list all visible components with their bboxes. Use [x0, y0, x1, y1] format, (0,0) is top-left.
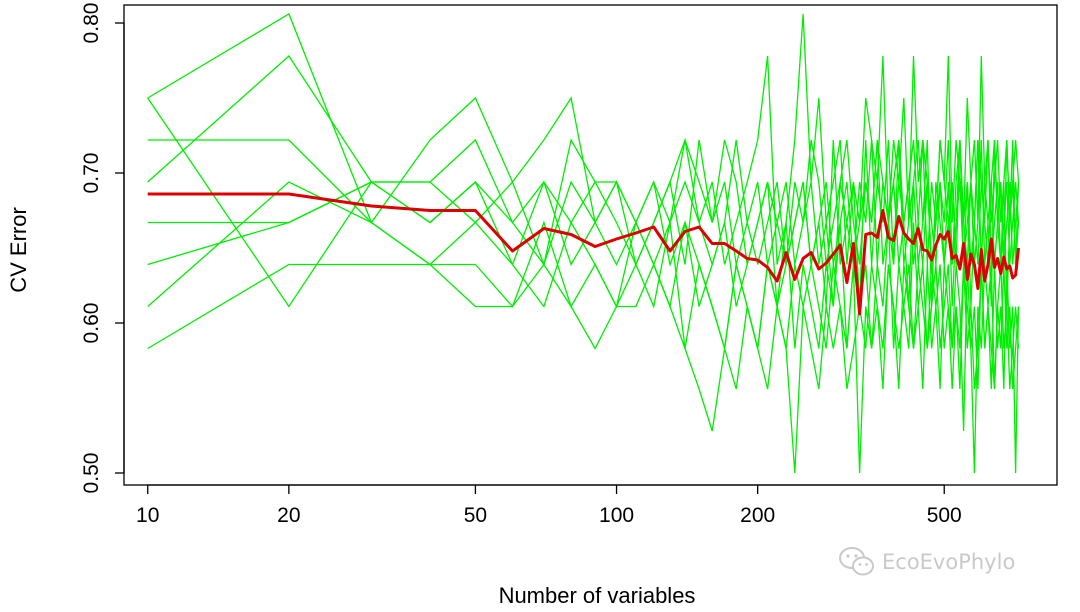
watermark: EcoEvoPhylo [838, 546, 1015, 578]
y-axis-label: CV Error [6, 207, 31, 293]
x-tick-label: 500 [927, 504, 962, 527]
replicate-curve-6 [147, 181, 1020, 474]
replicate-curve-7 [147, 138, 1020, 350]
watermark-text: EcoEvoPhylo [882, 550, 1016, 574]
y-tick-label: 0.50 [80, 453, 103, 494]
y-tick-label: 0.80 [80, 3, 103, 44]
y-tick-label: 0.60 [80, 303, 103, 344]
x-tick-label: 100 [599, 504, 634, 527]
y-axis: 0.50 0.60 0.70 0.80 [80, 3, 125, 494]
x-axis-label: Number of variables [499, 583, 696, 608]
y-tick-label: 0.70 [80, 153, 103, 194]
mean-curve-layer [147, 192, 1020, 316]
x-axis: 10 20 50 100 200 500 [136, 484, 962, 527]
replicate-curve-8 [147, 97, 1020, 308]
x-tick-label: 200 [740, 504, 775, 527]
replicate-curves [147, 13, 1020, 474]
mean-cv-error-curve [147, 192, 1020, 316]
x-tick-label: 10 [136, 504, 159, 527]
x-tick-label: 50 [464, 504, 487, 527]
x-tick-label: 20 [277, 504, 300, 527]
wechat-icon [839, 547, 874, 576]
